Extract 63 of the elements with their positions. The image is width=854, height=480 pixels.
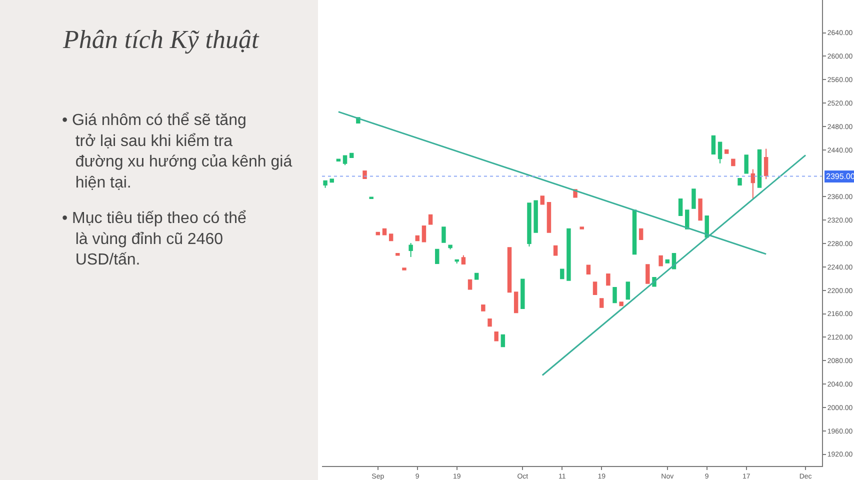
candlestick (632, 210, 637, 255)
candlestick (402, 268, 406, 270)
candlestick (514, 292, 518, 314)
candlestick (599, 298, 604, 308)
candlestick (435, 248, 440, 264)
candlestick (638, 228, 644, 240)
candlestick (388, 234, 394, 242)
candlestick (323, 180, 328, 188)
candlestick (698, 198, 702, 221)
candlestick (738, 178, 742, 186)
candlestick (731, 158, 736, 166)
candlestick (566, 228, 571, 281)
candlestick (678, 198, 683, 216)
candlestick (500, 334, 506, 348)
candlestick (592, 282, 598, 295)
candlestick (382, 228, 387, 236)
candlestick (330, 178, 334, 183)
candlestick (580, 226, 584, 230)
candlestick (488, 318, 492, 327)
candlestick (428, 214, 433, 225)
candlestick (461, 254, 466, 265)
candlestick (724, 149, 729, 154)
candlestick (586, 264, 591, 274)
candlestick (396, 252, 400, 256)
candlestick (692, 188, 696, 209)
candlestick (718, 142, 722, 164)
candlestick (336, 158, 341, 162)
candlestick (626, 282, 630, 300)
candlestick (658, 255, 663, 266)
candlestick (442, 226, 446, 243)
candlestick (474, 272, 479, 280)
candlestick (560, 268, 564, 280)
candlestick (494, 331, 498, 342)
candlestick (342, 155, 348, 166)
candlestick (507, 247, 512, 293)
candlestick (619, 302, 624, 306)
candlestick (349, 152, 354, 158)
candlestick (757, 149, 762, 188)
candlestick (520, 278, 525, 310)
candlestick (612, 286, 617, 304)
candlestick (711, 135, 716, 154)
candlestick (422, 225, 426, 242)
candlestick (750, 168, 756, 199)
candlestick (764, 148, 768, 180)
candlestick (546, 202, 552, 233)
candlestick (534, 200, 538, 233)
text: Phân tích Kỹ thuật (62, 25, 260, 54)
candlestick (553, 245, 558, 256)
text: • Giá nhôm có thể sẽ tăng trở lại sau khi kiểm tra đường xu hướng của kênh giá hiện tại. (62, 112, 292, 192)
candlestick (376, 232, 380, 236)
text: • Mục tiêu tiếp theo có thể là vùng đỉnh cũ 2460 USD/tấn. (62, 210, 246, 269)
candlestick (448, 244, 452, 250)
candlestick (744, 154, 748, 174)
candlestick (362, 170, 367, 180)
candlestick (454, 259, 459, 264)
candlestick (665, 259, 670, 264)
candlestick (606, 273, 610, 286)
candlestick (527, 202, 532, 247)
candlestick (481, 304, 486, 312)
candlestick (646, 264, 650, 284)
candlestick (468, 279, 472, 290)
candlestick (408, 242, 413, 258)
candlestick (540, 196, 545, 205)
